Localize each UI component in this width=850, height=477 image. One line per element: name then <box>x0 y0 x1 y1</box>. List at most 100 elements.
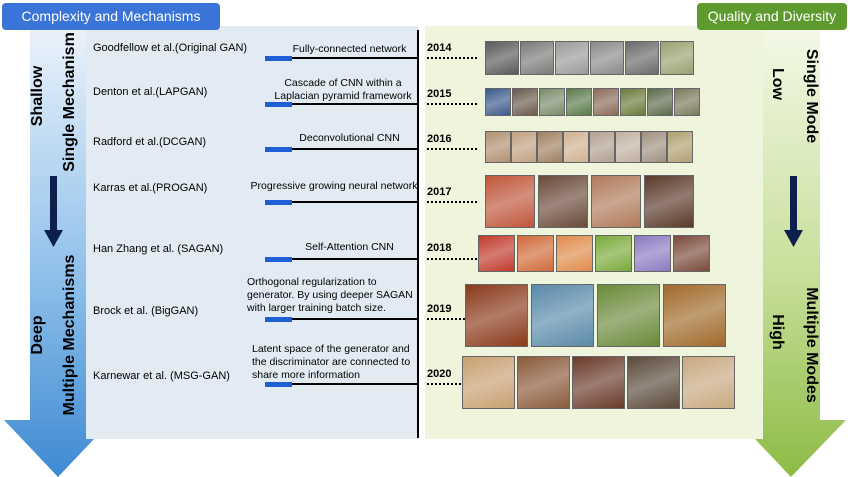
connector-line <box>292 258 417 260</box>
shallow-label: Shallow <box>29 65 46 127</box>
method-label: Deconvolutional CNN <box>299 132 400 144</box>
sample-image <box>539 88 565 116</box>
method-marker <box>265 102 292 107</box>
dotted-connector <box>427 258 477 260</box>
sample-image <box>520 41 554 75</box>
multiple-mechanisms-label: Multiple Mechanisms <box>61 254 78 416</box>
right-gradient-arrow <box>737 30 846 477</box>
low-label: Low <box>769 68 786 100</box>
sample-image <box>563 131 589 163</box>
method-marker <box>265 382 292 387</box>
sample-image <box>674 88 700 116</box>
connector-line <box>292 103 417 105</box>
sample-image <box>512 88 538 116</box>
sample-image <box>673 235 710 272</box>
year-label: 2016 <box>427 133 452 145</box>
sample-image <box>517 235 554 272</box>
down-arrow-icon <box>44 176 63 247</box>
sample-images <box>465 284 730 347</box>
method-marker <box>265 257 292 262</box>
timeline-axis <box>417 30 419 438</box>
sample-image <box>615 131 641 163</box>
down-arrow-icon <box>784 176 803 247</box>
author-label: Karnewar et al. (MSG-GAN) <box>93 370 230 382</box>
dotted-connector <box>427 318 477 320</box>
connector-line <box>292 148 417 150</box>
left-gradient-arrow <box>4 30 112 477</box>
sample-images <box>485 41 695 75</box>
sample-images <box>478 235 711 272</box>
sample-image <box>531 284 594 347</box>
sample-image <box>627 356 680 409</box>
left-panel <box>86 26 418 439</box>
single-mode-label: Single Mode <box>803 48 820 144</box>
sample-images <box>485 131 695 163</box>
dotted-connector <box>427 148 477 150</box>
method-marker <box>265 317 292 322</box>
connector-line <box>292 201 417 203</box>
multiple-modes-label: Multiple Modes <box>803 287 820 403</box>
sample-image <box>465 284 528 347</box>
sample-image <box>597 284 660 347</box>
method-label: Orthogonal regularization to generator. … <box>247 276 413 314</box>
sample-image <box>591 175 641 228</box>
dotted-connector <box>427 57 477 59</box>
method-label: Self-Attention CNN <box>305 241 394 253</box>
sample-images <box>462 356 754 409</box>
year-label: 2017 <box>427 186 452 198</box>
method-marker <box>265 147 292 152</box>
author-label: Brock et al. (BigGAN) <box>93 305 199 317</box>
sample-image <box>641 131 667 163</box>
method-marker <box>265 200 292 205</box>
sample-image <box>566 88 592 116</box>
sample-image <box>620 88 646 116</box>
sample-image <box>625 41 659 75</box>
sample-image <box>593 88 619 116</box>
method-marker <box>265 56 292 61</box>
sample-image <box>478 235 515 272</box>
sample-image <box>647 88 673 116</box>
sample-image <box>667 131 693 163</box>
year-label: 2018 <box>427 242 452 254</box>
quality-header: Quality and Diversity <box>697 3 847 30</box>
author-label: Karras et al.(PROGAN) <box>93 182 208 194</box>
sample-image <box>538 175 588 228</box>
sample-images <box>485 175 695 228</box>
deep-label: Deep <box>29 315 46 355</box>
year-label: 2015 <box>427 88 452 100</box>
sample-image <box>634 235 671 272</box>
sample-image <box>462 356 515 409</box>
sample-image <box>555 41 589 75</box>
dotted-connector <box>427 103 477 105</box>
author-label: Denton et al.(LAPGAN) <box>93 86 208 98</box>
high-label: High <box>769 314 786 350</box>
method-label: Cascade of CNN within a Laplacian pyrami… <box>274 77 412 102</box>
year-label: 2020 <box>427 368 452 380</box>
connector-line <box>292 57 417 59</box>
sample-image <box>644 175 694 228</box>
method-label: Latent space of the generator and the di… <box>252 343 411 381</box>
year-label: 2014 <box>427 42 452 54</box>
sample-image <box>660 41 694 75</box>
sample-image <box>485 41 519 75</box>
sample-image <box>537 131 563 163</box>
sample-image <box>485 175 535 228</box>
method-label: Progressive growing neural network <box>250 180 418 192</box>
dotted-connector <box>427 383 477 385</box>
connector-line <box>292 383 417 385</box>
sample-image <box>511 131 537 163</box>
author-label: Radford et al.(DCGAN) <box>93 136 207 148</box>
dotted-connector <box>427 201 477 203</box>
sample-image <box>589 131 615 163</box>
method-label: Fully-connected network <box>292 43 407 55</box>
sample-image <box>682 356 735 409</box>
sample-image <box>556 235 593 272</box>
sample-image <box>517 356 570 409</box>
connector-line <box>292 318 417 320</box>
sample-image <box>663 284 726 347</box>
complexity-header: Complexity and Mechanisms <box>2 3 220 30</box>
single-mechanism-label: Single Mechanism <box>61 32 78 172</box>
sample-images <box>485 88 701 116</box>
year-label: 2019 <box>427 303 452 315</box>
